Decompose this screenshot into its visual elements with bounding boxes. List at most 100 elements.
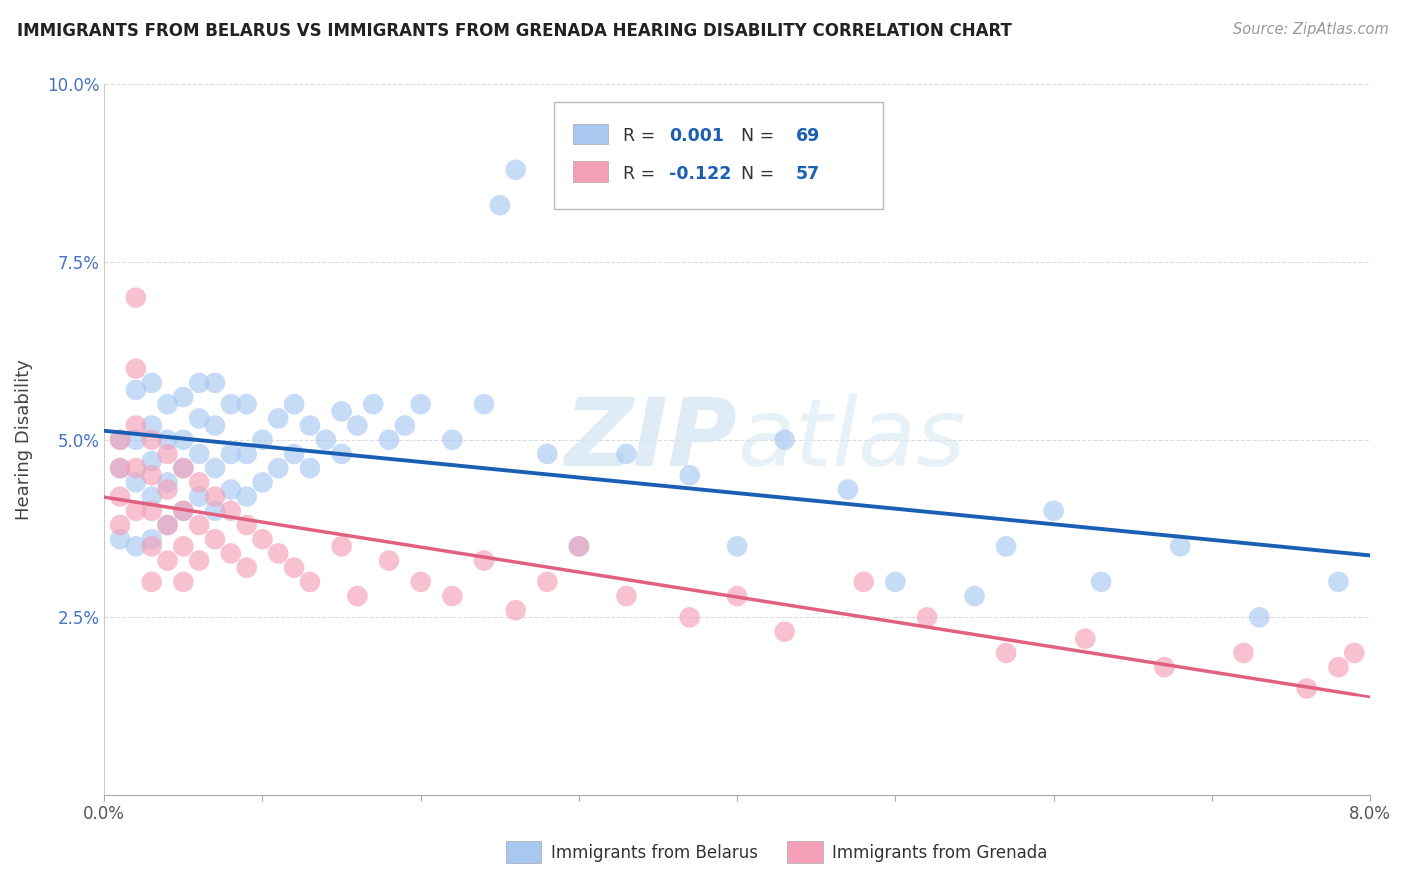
Point (141, 504, 163, 518)
Point (172, 539, 194, 553)
Point (1074, 632, 1097, 646)
FancyBboxPatch shape (554, 103, 883, 209)
Point (188, 376, 211, 390)
Point (204, 418, 226, 433)
Point (108, 518, 131, 533)
Point (1232, 646, 1254, 660)
Point (172, 504, 194, 518)
Point (172, 461, 194, 475)
Point (204, 490, 226, 504)
Point (1090, 574, 1112, 589)
Point (725, 539, 748, 553)
Point (852, 574, 875, 589)
Point (1343, 646, 1365, 660)
Point (156, 397, 179, 411)
Point (505, 603, 527, 617)
Point (536, 574, 558, 589)
Point (156, 518, 179, 533)
Point (219, 397, 242, 411)
Text: R =: R = (623, 127, 661, 145)
Point (172, 461, 194, 475)
Point (235, 560, 257, 574)
Point (188, 518, 211, 533)
Point (108, 461, 131, 475)
Point (346, 418, 368, 433)
Text: -0.122: -0.122 (669, 165, 731, 183)
Point (156, 483, 179, 497)
Text: Source: ZipAtlas.com: Source: ZipAtlas.com (1233, 22, 1389, 37)
Text: ZIP: ZIP (564, 393, 737, 486)
Point (441, 433, 464, 447)
Point (267, 546, 290, 560)
Point (915, 610, 938, 624)
Point (330, 539, 353, 553)
Point (141, 376, 163, 390)
Point (298, 461, 321, 475)
Point (1327, 660, 1350, 674)
Text: R =: R = (623, 165, 661, 183)
Point (204, 376, 226, 390)
Point (330, 447, 353, 461)
Point (267, 411, 290, 425)
Point (125, 361, 148, 376)
Point (219, 483, 242, 497)
Point (346, 589, 368, 603)
Point (283, 447, 305, 461)
Point (172, 433, 194, 447)
Point (441, 589, 464, 603)
Point (188, 475, 211, 490)
Point (156, 433, 179, 447)
Point (298, 574, 321, 589)
Point (330, 404, 353, 418)
Point (188, 447, 211, 461)
Point (156, 475, 179, 490)
Point (141, 468, 163, 483)
Text: Immigrants from Grenada: Immigrants from Grenada (832, 844, 1047, 862)
Text: IMMIGRANTS FROM BELARUS VS IMMIGRANTS FROM GRENADA HEARING DISABILITY CORRELATIO: IMMIGRANTS FROM BELARUS VS IMMIGRANTS FR… (17, 22, 1012, 40)
Point (141, 539, 163, 553)
Point (172, 574, 194, 589)
Text: atlas: atlas (737, 394, 966, 485)
Point (156, 447, 179, 461)
Point (773, 624, 796, 639)
Point (409, 397, 432, 411)
Point (315, 433, 337, 447)
Point (568, 539, 591, 553)
Point (1168, 539, 1191, 553)
Point (283, 560, 305, 574)
Point (188, 553, 211, 567)
Point (837, 483, 859, 497)
Point (156, 553, 179, 567)
Point (409, 574, 432, 589)
Point (536, 447, 558, 461)
Point (394, 418, 416, 433)
Point (141, 418, 163, 433)
Point (125, 461, 148, 475)
Point (378, 553, 401, 567)
Point (235, 518, 257, 533)
Point (1295, 681, 1317, 696)
Point (172, 390, 194, 404)
Point (204, 504, 226, 518)
Text: Immigrants from Belarus: Immigrants from Belarus (551, 844, 758, 862)
Point (125, 418, 148, 433)
Point (108, 461, 131, 475)
Point (616, 447, 638, 461)
Point (141, 490, 163, 504)
Point (679, 468, 702, 483)
Y-axis label: Hearing Disability: Hearing Disability (15, 359, 32, 520)
FancyBboxPatch shape (572, 161, 607, 182)
FancyBboxPatch shape (572, 123, 607, 145)
Point (995, 539, 1018, 553)
Point (1327, 574, 1350, 589)
Point (108, 433, 131, 447)
Point (472, 397, 495, 411)
Point (505, 162, 527, 177)
Point (252, 475, 274, 490)
Point (235, 397, 257, 411)
Point (108, 433, 131, 447)
Point (472, 553, 495, 567)
Point (235, 490, 257, 504)
Point (141, 433, 163, 447)
Point (141, 533, 163, 547)
